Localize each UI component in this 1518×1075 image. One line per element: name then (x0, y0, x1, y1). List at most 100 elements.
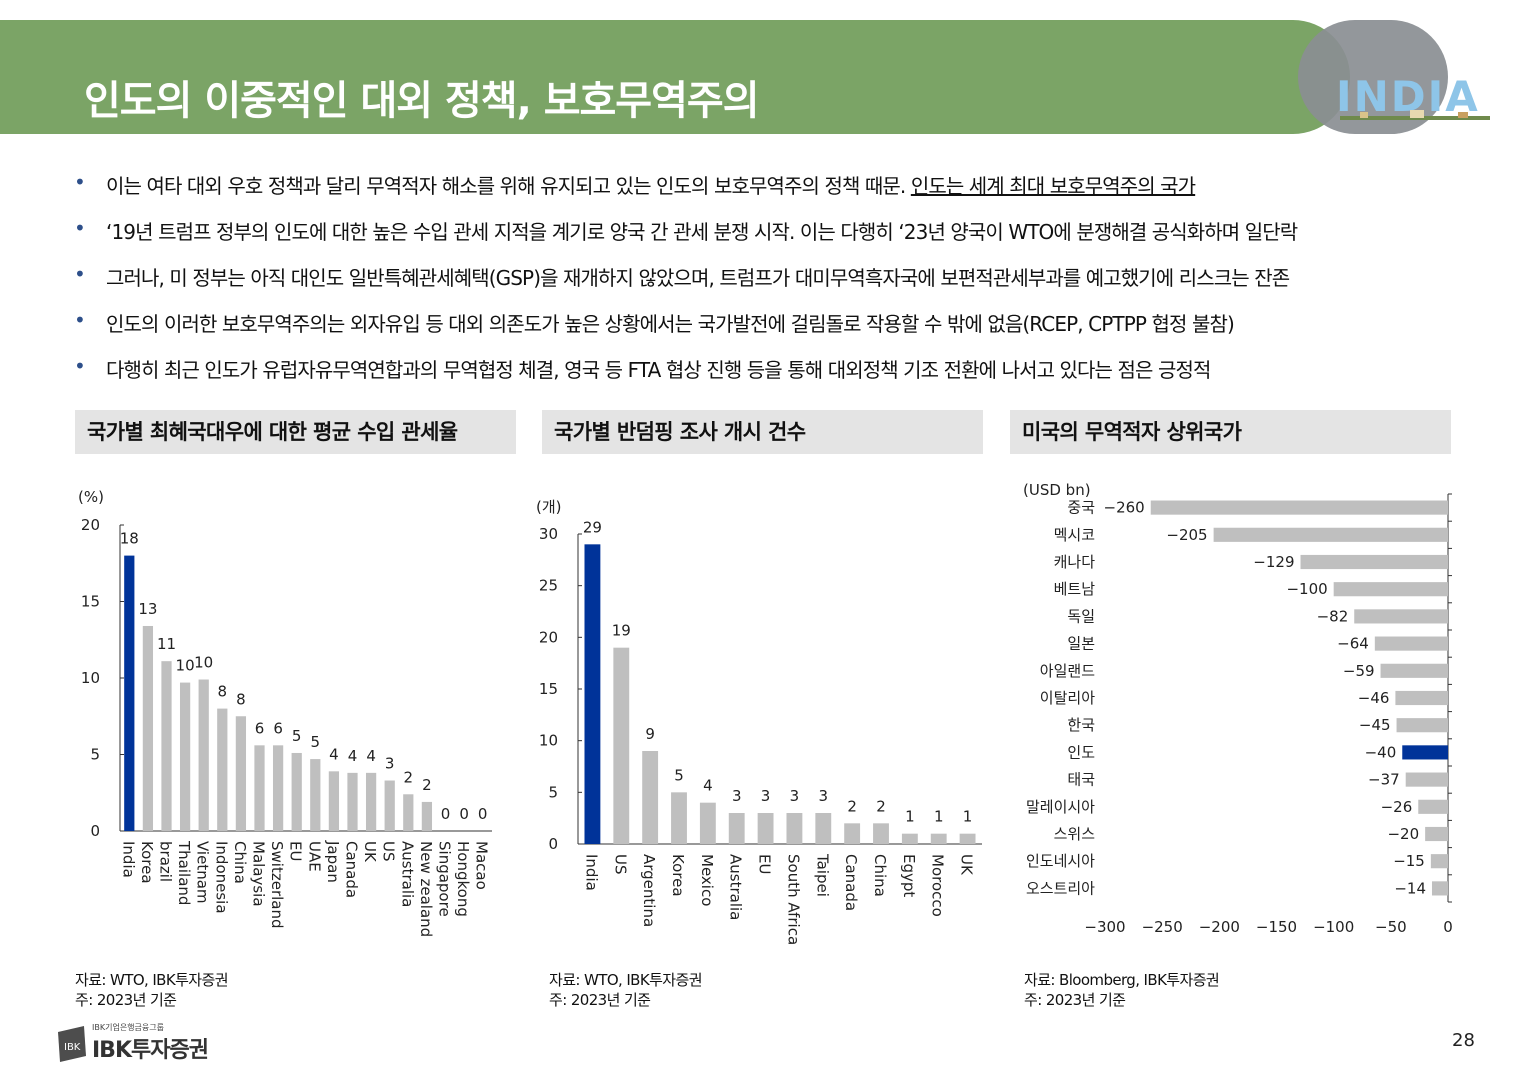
data-label: 2 (847, 797, 857, 815)
data-label: −205 (1166, 526, 1207, 544)
x-tick-label: India (582, 854, 600, 891)
category-label: 인도네시아 (1026, 852, 1095, 870)
bar (1418, 799, 1448, 814)
y-tick-label: 0 (90, 822, 100, 840)
data-label: 4 (703, 777, 713, 795)
bar (786, 813, 803, 844)
bar (179, 682, 191, 831)
data-label: 10 (176, 657, 195, 675)
bar (1425, 826, 1448, 842)
bar (699, 802, 716, 844)
panel-title-us-deficit: 미국의 무역적자 상위국가 (1010, 410, 1451, 454)
x-tick-label: Korea (138, 841, 156, 884)
x-tick-label: Switzerland (268, 841, 286, 929)
data-label: 13 (138, 600, 157, 618)
x-tick-label: Hongkong (454, 841, 472, 917)
data-label: −40 (1365, 743, 1397, 761)
x-tick-label: South Africa (784, 854, 802, 945)
y-tick-label: 15 (539, 680, 558, 698)
data-label: 6 (273, 719, 283, 737)
x-tick-label: −100 (1313, 918, 1354, 936)
y-tick-label: 20 (539, 628, 558, 646)
note-text: 주: 2023년 기준 (75, 991, 177, 1009)
x-tick-label: EU (756, 854, 774, 874)
india-logo: INDIA (1336, 72, 1480, 121)
source-text: 자료: Bloomberg, IBK투자증권 (1024, 971, 1220, 989)
antidumping-bar-chart: (개) 0 5 10 15 20 25 30 29 India 19 US 9 Argentina 5 Kor… (536, 498, 982, 945)
us-deficit-bar-chart: (USD bn) −300 −250 −200 −150 −100 −50 0 −260 중국 −2… (1023, 481, 1453, 936)
category-label: 캐나다 (1054, 553, 1096, 571)
bar (642, 751, 659, 844)
y-tick-label: 30 (539, 525, 558, 543)
note-text: 주: 2023년 기준 (549, 991, 651, 1009)
data-label: 18 (120, 530, 139, 548)
data-label: −260 (1104, 499, 1145, 517)
data-label: 3 (732, 787, 742, 805)
data-label: 5 (292, 727, 302, 745)
data-label: −100 (1286, 580, 1327, 598)
data-label: 8 (218, 683, 228, 701)
bar (291, 752, 302, 831)
bar (1333, 582, 1448, 597)
category-label: 오스트리아 (1026, 879, 1095, 897)
data-label: 5 (311, 733, 321, 751)
x-tick-label: Japan (324, 840, 342, 883)
data-label: 1 (905, 808, 915, 826)
data-label: 6 (255, 719, 265, 737)
note-text: 주: 2023년 기준 (1024, 991, 1126, 1009)
x-tick-label: Morocco (929, 854, 947, 917)
data-label: 3 (819, 787, 829, 805)
bullet-text: 다행히 최근 인도가 유럽자유무역연합과의 무역협정 체결, 영국 등 FTA … (106, 358, 1211, 382)
x-tick-label: US (611, 854, 629, 875)
bar (1395, 690, 1448, 706)
bar (1430, 854, 1448, 869)
data-label: −64 (1337, 635, 1369, 653)
bullet-item: 이는 여타 대외 우호 정책과 달리 무역적자 해소를 위해 유지되고 있는 인… (74, 170, 1474, 216)
data-label: −26 (1381, 798, 1413, 816)
category-label: 태국 (1067, 771, 1095, 789)
data-label: −82 (1317, 607, 1349, 625)
data-label: 4 (366, 747, 376, 765)
x-tick-label: Egypt (900, 854, 918, 897)
x-tick-label: Mexico (698, 854, 716, 906)
x-tick-label: −300 (1084, 918, 1125, 936)
brand-name: IBK투자증권 (92, 1038, 209, 1063)
bar (1354, 609, 1448, 624)
bullet-item: 그러나, 미 정부는 아직 대인도 일반특혜관세혜택(GSP)을 재개하지 않았… (74, 262, 1474, 308)
category-label: 중국 (1067, 499, 1095, 517)
data-label: −45 (1359, 716, 1391, 734)
bar (584, 544, 601, 844)
category-label: 일본 (1067, 635, 1095, 653)
source-text: 자료: WTO, IBK투자증권 (75, 971, 229, 989)
panel-title-antidumping: 국가별 반덤핑 조사 개시 건수 (542, 410, 983, 454)
bar (272, 745, 284, 831)
data-label: 2 (422, 776, 432, 794)
bullet-text: 인도의 이러한 보호무역주의는 외자유입 등 대외 의존도가 높은 상황에서는 … (106, 312, 1235, 336)
data-label: 29 (583, 518, 602, 536)
bullet-item: 다행히 최근 인도가 유럽자유무역연합과의 무역협정 체결, 영국 등 FTA … (74, 354, 1474, 400)
note-us-deficit: 자료: Bloomberg, IBK투자증권 주: 2023년 기준 (1024, 970, 1220, 1010)
bar (1380, 663, 1448, 678)
bar (161, 661, 172, 831)
data-label: 1 (934, 808, 944, 826)
data-label: 19 (612, 622, 631, 640)
x-tick-label: Argentina (640, 854, 658, 927)
x-tick-label: China (231, 841, 249, 884)
bar (1374, 636, 1448, 651)
category-label: 한국 (1067, 716, 1095, 734)
bar (757, 813, 774, 844)
svg-text:IBK: IBK (64, 1042, 81, 1053)
data-label: −15 (1393, 852, 1425, 870)
x-tick-label: −250 (1142, 918, 1183, 936)
x-tick-label: Korea (669, 854, 687, 897)
x-tick-label: brazil (157, 841, 175, 882)
x-tick-label: China (871, 854, 889, 897)
data-label: −37 (1368, 771, 1400, 789)
data-label: 1 (963, 808, 973, 826)
bar (403, 794, 414, 831)
ibk-logo-icon: IBK (58, 1026, 86, 1062)
bar (1396, 718, 1448, 733)
data-label: −20 (1387, 825, 1419, 843)
bar (1300, 554, 1448, 570)
bar (1150, 500, 1448, 515)
